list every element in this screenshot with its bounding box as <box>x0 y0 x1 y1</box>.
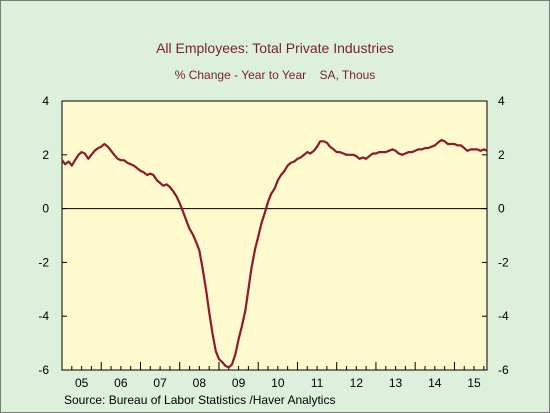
x-tick-label: 09 <box>232 376 246 390</box>
y-tick-label-right: -6 <box>498 363 509 377</box>
x-tick-label: 08 <box>193 376 207 390</box>
chart-title: All Employees: Total Private Industries <box>156 40 394 56</box>
x-tick-label: 06 <box>114 376 128 390</box>
x-tick-label: 15 <box>467 376 481 390</box>
series-line <box>61 138 488 369</box>
x-tick-label: 14 <box>428 376 442 390</box>
x-tick-label: 05 <box>75 376 89 390</box>
y-tick-label-left: 2 <box>42 148 49 162</box>
y-tick-label-left: -6 <box>38 363 49 377</box>
y-tick-label-left: -2 <box>38 255 49 269</box>
x-tick-label: 13 <box>389 376 403 390</box>
y-tick-label-right: 0 <box>498 202 505 216</box>
y-tick-label-left: -4 <box>38 309 49 323</box>
y-tick-label-left: 0 <box>42 202 49 216</box>
chart-subtitle: % Change - Year to Year SA, Thous <box>175 68 376 82</box>
chart-source: Source: Bureau of Labor Statistics /Have… <box>64 393 335 407</box>
x-tick-label: 10 <box>271 376 285 390</box>
y-tick-label-left: 4 <box>42 94 49 108</box>
x-tick-label: 07 <box>153 376 167 390</box>
y-tick-label-right: 4 <box>498 94 505 108</box>
y-tick-label-right: -4 <box>498 309 509 323</box>
y-tick-label-right: 2 <box>498 148 505 162</box>
chart-marks: -6 -6 -4 -4 -2 -2 0 0 2 2 4 4 05 06 07 08 09 10 11 12 13 14 15 <box>38 94 509 390</box>
x-tick-label: 12 <box>350 376 364 390</box>
y-tick-label-right: -2 <box>498 255 509 269</box>
x-tick-label: 11 <box>311 376 324 390</box>
plot-area <box>61 100 488 371</box>
